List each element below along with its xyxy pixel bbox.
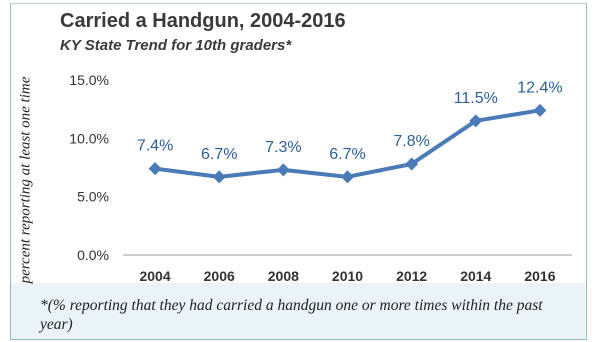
y-tick-label: 0.0% (77, 247, 109, 263)
x-tick-label: 2010 (332, 268, 363, 284)
data-label: 6.7% (329, 146, 365, 163)
x-tick-label: 2012 (396, 268, 427, 284)
footnote: *(% reporting that they had carried a ha… (40, 297, 543, 333)
data-label: 12.4% (517, 79, 562, 96)
data-label: 11.5% (454, 90, 498, 107)
data-point-marker (469, 114, 483, 128)
data-point-marker (212, 170, 226, 184)
data-label: 6.7% (201, 146, 237, 163)
data-label: 7.8% (393, 133, 429, 150)
x-tick-label: 2006 (204, 268, 235, 284)
panel-top-rule (10, 3, 587, 4)
x-tick-label: 2004 (139, 268, 170, 284)
data-point-marker (341, 170, 354, 184)
data-label: 7.4% (137, 138, 173, 155)
data-point-marker (276, 163, 290, 177)
x-tick-label: 2016 (524, 268, 555, 284)
data-point-marker (405, 157, 419, 171)
y-tick-label: 5.0% (77, 189, 109, 205)
y-tick-label: 10.0% (69, 130, 109, 146)
data-point-marker (148, 162, 162, 176)
x-tick-label: 2008 (268, 268, 299, 284)
data-point-marker (533, 103, 547, 117)
data-label: 7.3% (265, 139, 301, 156)
series-line (153, 108, 542, 179)
footnote-band (11, 283, 585, 339)
y-tick-label: 15.0% (69, 72, 109, 88)
chart-title: Carried a Handgun, 2004-2016 (60, 10, 346, 32)
x-tick-label: 2014 (460, 268, 491, 284)
chart-subtitle: KY State Trend for 10th graders* (60, 37, 292, 54)
